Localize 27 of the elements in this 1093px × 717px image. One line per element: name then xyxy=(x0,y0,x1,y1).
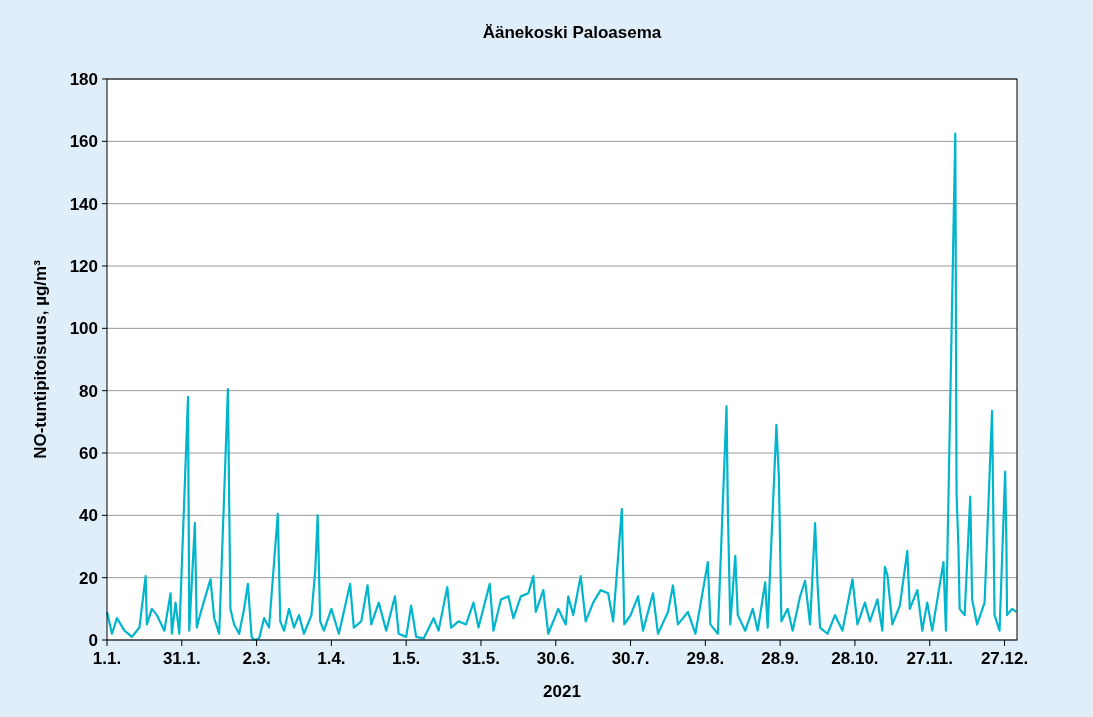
y-tick-label: 0 xyxy=(88,630,98,650)
x-tick-label: 28.10. xyxy=(831,649,879,668)
x-tick-label: 31.5. xyxy=(462,649,500,668)
y-tick-label: 140 xyxy=(69,194,98,214)
line-series xyxy=(105,132,1018,642)
x-tick-label: 30.6. xyxy=(536,649,575,668)
x-axis-title: 2021 xyxy=(543,682,581,701)
y-tick-label: 120 xyxy=(69,256,98,276)
x-tick-label: 27.12. xyxy=(980,649,1029,668)
y-tick-label: 40 xyxy=(79,506,98,526)
x-tick-label: 2.3. xyxy=(242,649,271,668)
x-tick-label: 1.4. xyxy=(317,649,346,668)
x-tick-label: 1.5. xyxy=(392,649,421,668)
y-tick-label: 160 xyxy=(69,132,98,152)
y-tick-label: 100 xyxy=(69,319,98,339)
y-tick-label: 60 xyxy=(79,443,98,463)
y-axis-title: NO-tuntipitoisuus, µg/m³ xyxy=(31,259,50,459)
x-tick-label: 29.8. xyxy=(686,649,725,668)
x-tick-label: 28.9. xyxy=(761,649,800,668)
y-tick-label: 20 xyxy=(79,568,98,588)
x-tick-label: 27.11. xyxy=(906,649,953,668)
x-tick-label: 31.1. xyxy=(162,649,201,668)
chart-title: Äänekoski Paloasema xyxy=(482,23,662,42)
y-tick-label: 180 xyxy=(69,69,98,89)
x-tick-label: 1.1. xyxy=(92,649,122,668)
x-tick-label: 30.7. xyxy=(611,649,650,668)
y-tick-label: 80 xyxy=(79,381,98,401)
